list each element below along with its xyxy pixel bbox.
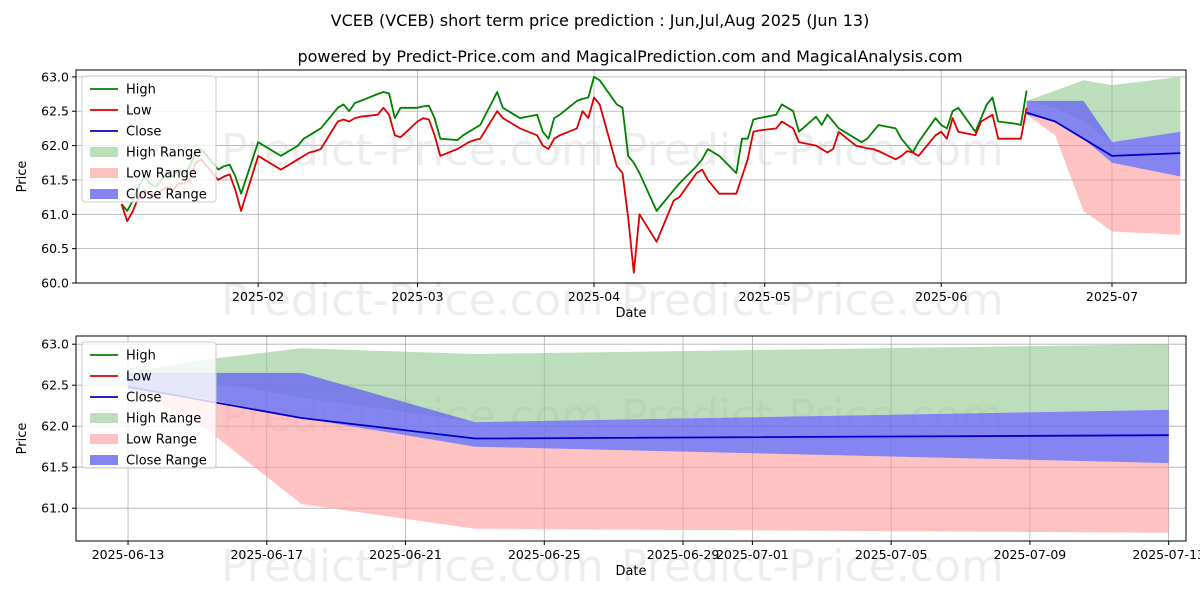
- high-range-legend-swatch: [90, 147, 118, 157]
- y-tick-label: 61.5: [41, 460, 69, 475]
- x-tick-label: 2025-06: [915, 289, 967, 304]
- top-panel: Predict-Price.com Predict-Price.comPredic…: [15, 69, 1187, 326]
- x-tick-label: 2025-02: [232, 289, 284, 304]
- x-tick-label: 2025-07: [1086, 289, 1138, 304]
- x-tick-label: 2025-07-05: [855, 547, 928, 562]
- x-axis-label: Date: [615, 564, 646, 579]
- low-series-line: [120, 96, 1028, 274]
- high-range-legend-swatch: [90, 413, 118, 423]
- close-range-band: [1026, 100, 1181, 177]
- legend-label: High: [126, 83, 156, 98]
- y-axis-label: Price: [15, 423, 30, 455]
- bottom-panel: Predict-Price.comPredict-Price.comPredic…: [15, 335, 1200, 592]
- axes-frame: [75, 335, 1187, 542]
- x-tick-label: 2025-07-09: [994, 547, 1067, 562]
- low-range-band: [128, 389, 1169, 533]
- watermark-text: Predict-Price.com: [621, 541, 1004, 592]
- legend-label: Close Range: [126, 454, 207, 469]
- legend-label: Close Range: [126, 188, 207, 203]
- x-tick-label: 2025-07-13: [1132, 547, 1200, 562]
- y-tick-label: 63.0: [41, 337, 69, 352]
- y-tick-label: 60.5: [41, 241, 69, 256]
- x-tick-label: 2025-03: [391, 289, 443, 304]
- plot-area: [127, 344, 1169, 533]
- y-tick-label: 61.0: [41, 501, 69, 516]
- legend-label: High: [126, 349, 156, 364]
- watermark-text: Predict-Price.com: [221, 541, 604, 592]
- y-tick-label: 62.0: [41, 419, 69, 434]
- low-range-legend-swatch: [90, 434, 118, 444]
- chart-title: VCEB (VCEB) short term price prediction …: [331, 11, 870, 30]
- chart-subtitle: powered by Predict-Price.com and Magical…: [297, 47, 962, 66]
- legend-label: Low: [126, 104, 152, 119]
- y-tick-label: 61.5: [41, 172, 69, 187]
- axes-frame: [75, 69, 1187, 284]
- y-axis-label: Price: [15, 161, 30, 193]
- plot-area: [120, 76, 1181, 274]
- high-range-band: [1026, 76, 1181, 143]
- close-range-legend-swatch: [90, 455, 118, 465]
- close-series-line: [1026, 111, 1181, 157]
- high-series-line: [120, 76, 1028, 212]
- x-tick-label: 2025-06-21: [369, 547, 442, 562]
- watermark-text: Predict-Price.com: [621, 125, 1004, 176]
- low-range-legend-swatch: [90, 168, 118, 178]
- legend-label: High Range: [126, 146, 201, 161]
- legend-label: High Range: [126, 412, 201, 427]
- x-tick-label: 2025-04: [568, 289, 620, 304]
- x-tick-label: 2025-05: [739, 289, 791, 304]
- x-tick-label: 2025-07-01: [716, 547, 789, 562]
- y-tick-label: 62.0: [41, 138, 69, 153]
- legend-label: Low Range: [126, 167, 197, 182]
- y-tick-label: 63.0: [41, 69, 69, 84]
- close-range-band: [128, 372, 1169, 464]
- y-tick-label: 60.0: [41, 276, 69, 291]
- low-range-band: [1026, 114, 1181, 235]
- legend-label: Low: [126, 370, 152, 385]
- x-tick-label: 2025-06-29: [647, 547, 720, 562]
- y-tick-label: 62.5: [41, 378, 69, 393]
- x-axis-label: Date: [615, 306, 646, 321]
- y-tick-label: 61.0: [41, 207, 69, 222]
- close-range-legend-swatch: [90, 189, 118, 199]
- legend-label: Close: [126, 125, 161, 140]
- legend-label: Close: [126, 391, 161, 406]
- x-tick-label: 2025-06-17: [230, 547, 303, 562]
- legend-label: Low Range: [126, 433, 197, 448]
- x-tick-label: 2025-06-25: [508, 547, 581, 562]
- x-tick-label: 2025-06-13: [92, 547, 165, 562]
- y-tick-label: 62.5: [41, 104, 69, 119]
